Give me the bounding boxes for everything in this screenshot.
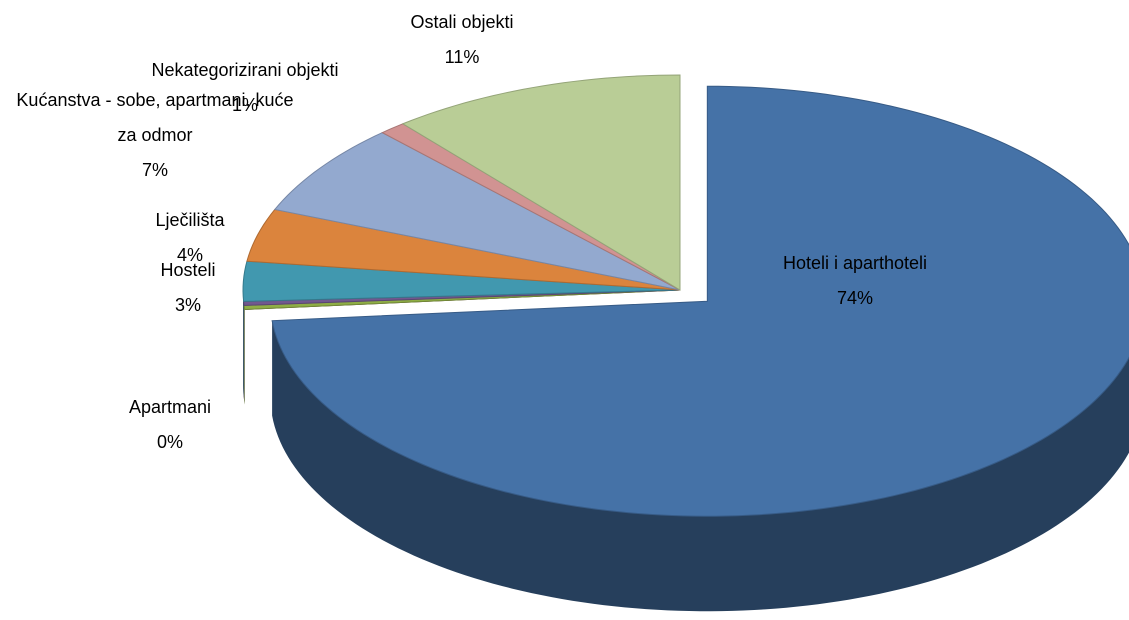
data-label: Hosteli 3% xyxy=(160,253,215,323)
data-label: Lječilišta 4% xyxy=(155,203,224,273)
slice-side xyxy=(243,290,244,397)
slice-side xyxy=(272,320,1129,612)
data-label: Apartmani 0% xyxy=(129,390,211,460)
slice-name: Ostali objekti xyxy=(410,12,514,32)
slice-value: 11% xyxy=(444,47,480,67)
data-label: Nekategorizirani objekti 1% xyxy=(151,53,338,123)
slice-value: 4% xyxy=(176,245,203,265)
slice-name: Kućanstva - sobe, apartmani, kuće za odm… xyxy=(16,90,294,145)
slice xyxy=(246,208,681,291)
data-label: Kućanstva - sobe, apartmani, kuće za odm… xyxy=(10,83,300,188)
slice-side xyxy=(244,305,245,405)
slice-name: Lječilišta xyxy=(155,210,225,230)
slice xyxy=(242,260,681,302)
data-label: Ostali objekti 11% xyxy=(410,5,513,75)
slice-value: 7% xyxy=(141,160,168,180)
slice-name: Hoteli i aparthoteli xyxy=(782,253,928,273)
slice-value: 1% xyxy=(231,95,258,115)
slice-value: 3% xyxy=(174,295,201,315)
data-label: Hoteli i aparthoteli 74% xyxy=(783,246,927,316)
slice-name: Nekategorizirani objekti xyxy=(151,60,339,80)
side-walls xyxy=(243,290,1129,612)
slice-name: Apartmani xyxy=(128,397,212,417)
top-faces xyxy=(242,74,1129,517)
slice-name: Hosteli xyxy=(160,260,216,280)
slice xyxy=(271,85,1129,517)
slice-value: 0% xyxy=(156,432,184,452)
slice xyxy=(401,74,681,291)
slice xyxy=(273,132,681,291)
slice-side xyxy=(243,301,245,401)
slice-value: 74% xyxy=(836,288,874,308)
